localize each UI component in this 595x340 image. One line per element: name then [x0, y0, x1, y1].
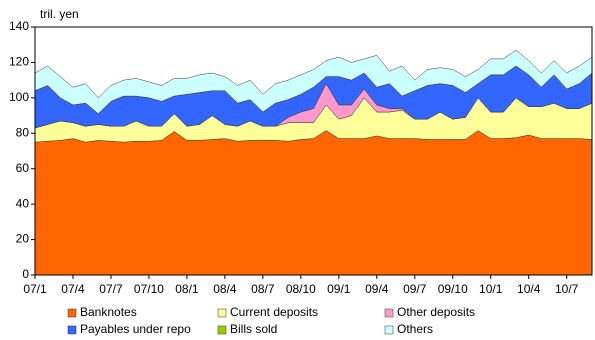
x-tick-label: 08/4 — [213, 282, 237, 296]
legend-swatch — [384, 325, 394, 335]
legend-label: Bills sold — [230, 322, 277, 336]
y-tick-label: 60 — [16, 161, 30, 175]
y-tick-label: 100 — [9, 90, 29, 104]
legend-label: Payables under repo — [80, 322, 191, 336]
x-tick-label: 08/7 — [251, 282, 275, 296]
x-tick-label: 10/1 — [479, 282, 503, 296]
x-tick-label: 09/1 — [327, 282, 351, 296]
legend-label: Current deposits — [230, 305, 318, 319]
y-tick-label: 140 — [9, 19, 29, 33]
x-tick-label: 07/1 — [23, 282, 47, 296]
x-tick-label: 09/10 — [438, 282, 468, 296]
legend-label: Others — [397, 322, 433, 336]
x-tick-label: 09/4 — [365, 282, 389, 296]
plot-border — [34, 26, 593, 276]
y-tick-label: 120 — [9, 55, 29, 69]
legend-swatch — [67, 308, 77, 318]
legend-swatch — [67, 325, 77, 335]
legend-swatch — [217, 308, 227, 318]
x-tick-label: 07/10 — [134, 282, 164, 296]
y-tick-label: 20 — [16, 232, 30, 246]
x-tick-label: 08/10 — [286, 282, 316, 296]
x-tick-label: 10/7 — [555, 282, 579, 296]
x-tick-label: 10/4 — [517, 282, 541, 296]
legend-label: Other deposits — [397, 305, 475, 319]
y-tick-label: 80 — [16, 125, 30, 139]
x-tick-label: 07/7 — [99, 282, 123, 296]
y-axis-label: tril. yen — [40, 7, 79, 21]
x-tick-label: 09/7 — [403, 282, 427, 296]
y-tick-label: 40 — [16, 196, 30, 210]
x-tick-label: 08/1 — [175, 282, 199, 296]
legend-swatch — [384, 308, 394, 318]
x-tick-label: 07/4 — [61, 282, 85, 296]
area — [34, 130, 593, 276]
legend-swatch — [217, 325, 227, 335]
y-tick-label: 0 — [22, 267, 29, 281]
legend-label: Banknotes — [80, 305, 137, 319]
